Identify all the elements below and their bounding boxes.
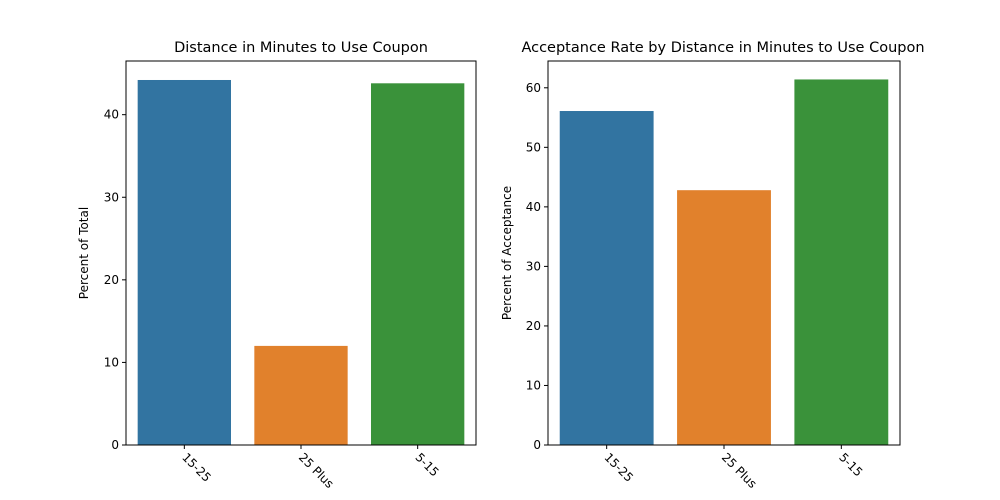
chart-2-y-tick-label: 40 (526, 200, 541, 214)
chart-1-bars (137, 79, 465, 446)
chart-2-y-tick-label: 10 (526, 378, 541, 392)
chart-2-y-axis-label: Percent of Acceptance (500, 186, 514, 320)
chart-2-x-tick-label: 25 Plus (719, 450, 760, 491)
chart-2-bar-3 (794, 79, 889, 446)
chart-2-y-tick-label: 30 (526, 259, 541, 273)
chart-1-title: Distance in Minutes to Use Coupon (174, 40, 428, 56)
chart-2-bars (559, 79, 889, 446)
chart-2-bar-1 (559, 111, 654, 445)
chart-2-frame (547, 60, 901, 446)
chart-2-x-tick-label: 15-25 (602, 450, 637, 485)
chart-2-y-tick-label: 50 (526, 140, 541, 154)
chart-1: Distance in Minutes to Use Coupon Percen… (77, 40, 477, 491)
chart-2-y-ticks: 0 10 20 30 40 50 60 (526, 81, 548, 452)
chart-1-x-tick-label: 25 Plus (296, 450, 337, 491)
chart-1-bar-3 (371, 83, 465, 446)
chart-1-y-axis-label: Percent of Total (77, 207, 91, 299)
chart-1-y-tick-label: 30 (104, 190, 119, 204)
chart-2-y-tick-label: 20 (526, 319, 541, 333)
chart-1-y-tick-label: 20 (104, 273, 119, 287)
chart-2-y-tick-label: 60 (526, 81, 541, 95)
chart-1-x-ticks: 15-25 25 Plus 5-15 (179, 445, 442, 491)
chart-1-bar-1 (137, 79, 231, 446)
chart-2: Acceptance Rate by Distance in Minutes t… (500, 40, 925, 491)
chart-1-x-tick-label: 15-25 (179, 450, 214, 485)
chart-1-y-tick-label: 40 (104, 108, 119, 122)
chart-2-bar-2 (677, 190, 771, 445)
chart-1-y-ticks: 0 10 20 30 40 (104, 108, 126, 452)
chart-1-x-tick-label: 5-15 (413, 450, 442, 479)
chart-2-y-tick-label: 0 (533, 438, 541, 452)
chart-2-x-ticks: 15-25 25 Plus 5-15 (602, 445, 865, 491)
chart-1-y-tick-label: 10 (104, 355, 119, 369)
chart-1-frame (125, 60, 477, 446)
chart-2-x-tick-label: 5-15 (836, 450, 865, 479)
chart-2-title: Acceptance Rate by Distance in Minutes t… (521, 40, 924, 56)
chart-1-bar-2 (254, 345, 348, 445)
chart-1-y-tick-label: 0 (111, 438, 119, 452)
